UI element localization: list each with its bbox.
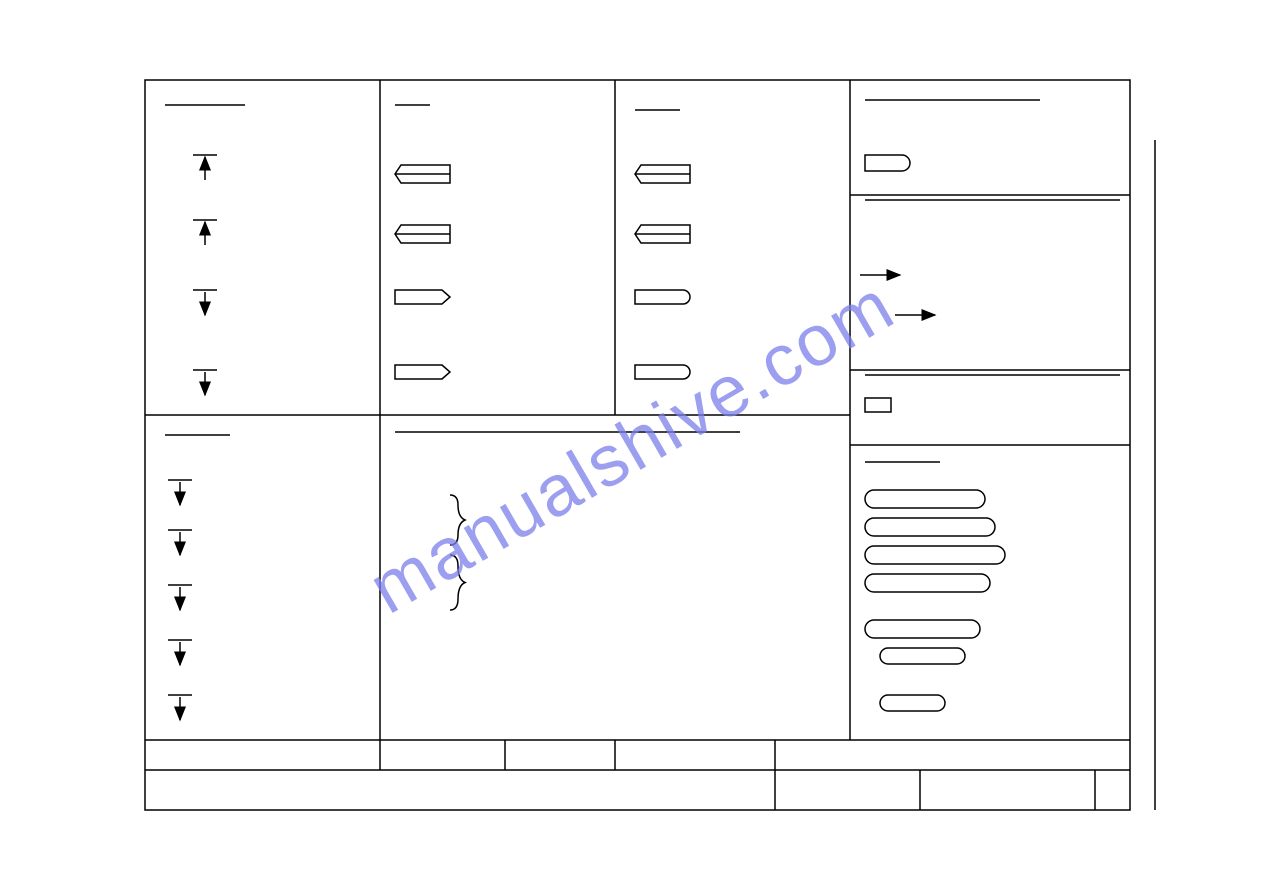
diagram-svg (0, 0, 1263, 893)
